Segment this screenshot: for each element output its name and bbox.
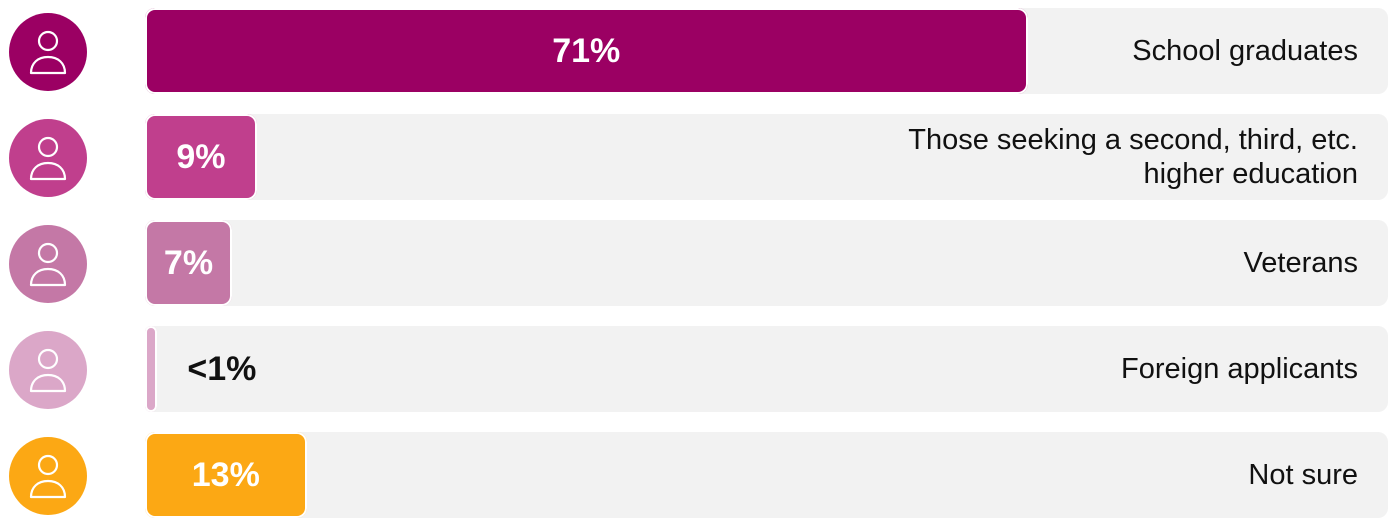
category-label: Foreign applicants xyxy=(1121,353,1358,385)
value-label: 13% xyxy=(191,456,260,494)
icon-glyph xyxy=(29,136,67,181)
value-label: 9% xyxy=(176,138,226,176)
bar xyxy=(145,220,232,306)
bar-row: <1% Foreign applicants xyxy=(0,326,1393,412)
bar-track xyxy=(145,220,1388,306)
bar-row: 9% Those seeking a second, third, etc. hi… xyxy=(0,114,1393,200)
category-icon xyxy=(9,119,87,197)
value-label: 7% xyxy=(163,244,214,282)
category-icon xyxy=(9,331,87,409)
icon-glyph xyxy=(29,242,67,287)
bar xyxy=(145,8,1028,94)
bar-track xyxy=(145,114,1388,200)
category-label: Those seeking a second, third, etc. high… xyxy=(908,124,1358,190)
category-icon xyxy=(9,225,87,303)
bar-row: 7% Veterans xyxy=(0,220,1393,306)
icon-glyph xyxy=(29,348,67,393)
bar xyxy=(145,326,158,412)
icon-glyph xyxy=(29,30,67,75)
value-label: 71% xyxy=(552,32,621,70)
bar-track xyxy=(145,326,1388,412)
category-label: School graduates xyxy=(1132,35,1358,67)
bar-row: 71% School graduates xyxy=(0,8,1393,94)
icon-glyph xyxy=(29,454,67,499)
bar-row: 13% Not sure xyxy=(0,432,1393,518)
category-icon xyxy=(9,13,87,91)
bar-track xyxy=(145,432,1388,518)
category-label: Veterans xyxy=(1243,247,1358,279)
value-label: <1% xyxy=(187,350,257,388)
bar xyxy=(145,114,257,200)
bar xyxy=(145,432,307,518)
category-icon xyxy=(9,437,87,515)
category-label: Not sure xyxy=(1248,459,1358,491)
